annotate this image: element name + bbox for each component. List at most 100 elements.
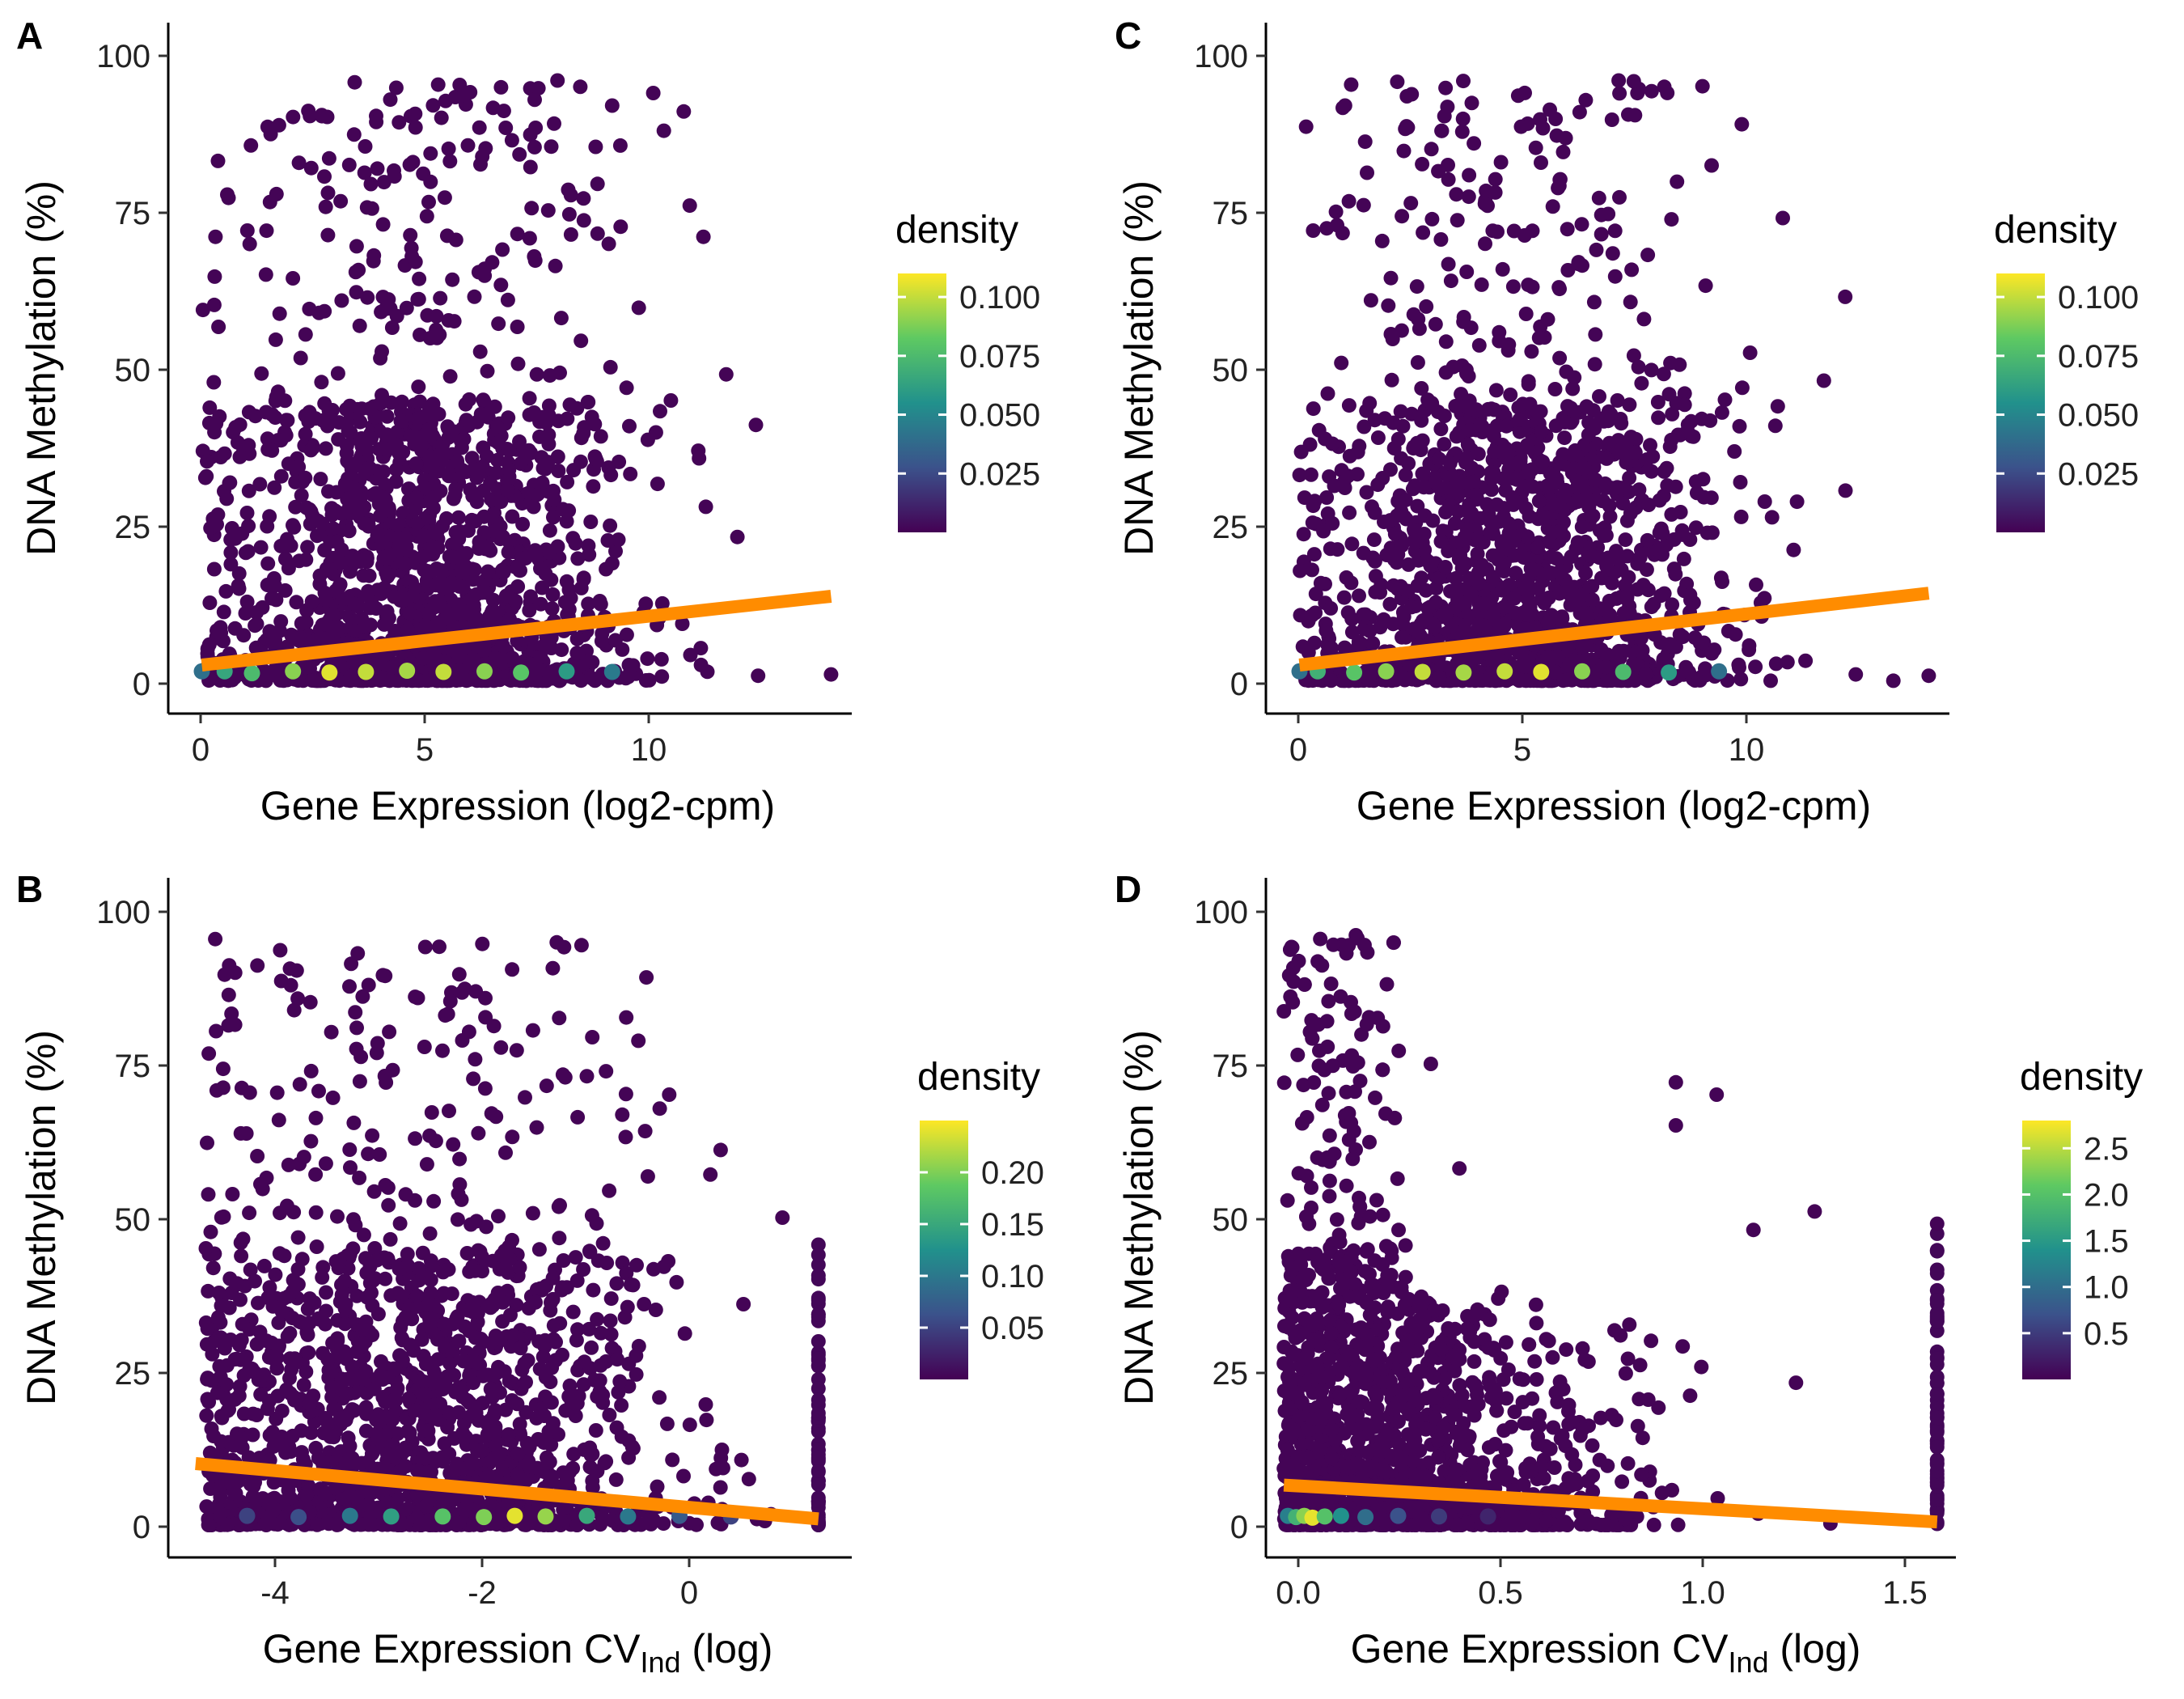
scatter-point (534, 450, 549, 465)
scatter-point (552, 1011, 567, 1026)
scatter-point (1509, 494, 1524, 510)
scatter-point (408, 489, 424, 505)
scatter-point (375, 534, 390, 549)
scatter-point (1585, 508, 1601, 523)
scatter-point (319, 1303, 334, 1319)
scatter-point (417, 481, 433, 496)
scatter-point (334, 1277, 349, 1292)
scatter-point (586, 1282, 601, 1298)
scatter-point (313, 472, 328, 487)
scatter-point (535, 460, 551, 476)
scatter-point (1530, 405, 1545, 420)
scatter-point (293, 350, 308, 366)
scatter-point (426, 1193, 442, 1209)
scatter-point (1656, 488, 1671, 503)
scatter-point (480, 363, 495, 379)
trend-layer (201, 590, 832, 672)
scatter-point (557, 595, 573, 610)
scatter-point (585, 655, 600, 670)
scatter-point (283, 538, 298, 553)
scatter-point (1396, 143, 1412, 159)
scatter-point (486, 1019, 502, 1034)
scatter-point (349, 1020, 364, 1036)
scatter-point (1403, 196, 1419, 211)
scatter-point (286, 109, 301, 125)
scatter-point (357, 516, 372, 532)
scatter-point (1334, 355, 1349, 371)
y-tick-label: 25 (115, 510, 151, 545)
scatter-point (652, 1390, 667, 1405)
scatter-point (1543, 549, 1559, 565)
scatter-point (583, 515, 599, 529)
legend-tick-label: 0.100 (959, 280, 1040, 316)
scatter-point (464, 451, 480, 466)
scatter-point (696, 229, 711, 244)
scatter-point (1498, 443, 1513, 459)
scatter-point (1535, 454, 1551, 469)
scatter-point (341, 1386, 357, 1401)
scatter-point (1607, 223, 1623, 239)
scatter-point (1619, 589, 1635, 604)
scatter-point (573, 79, 588, 95)
scatter-point (475, 1396, 490, 1411)
scatter-point (1357, 134, 1373, 150)
scatter-point (241, 483, 256, 498)
scatter-point (1574, 217, 1589, 232)
scatter-point (268, 332, 283, 347)
scatter-point (599, 561, 614, 577)
legend-tick-label: 0.100 (2058, 280, 2139, 316)
scatter-point (1624, 262, 1640, 278)
scatter-point (588, 451, 603, 467)
scatter-point (1486, 429, 1501, 443)
scatter-point (582, 1244, 598, 1260)
scatter-point (454, 1192, 469, 1207)
scatter-point (623, 1277, 638, 1292)
scatter-point (349, 239, 364, 254)
scatter-point (1399, 511, 1414, 527)
scatter-point (361, 583, 375, 599)
scatter-point (1323, 673, 1339, 688)
legend-tick-label: 0.050 (959, 398, 1040, 434)
scatter-point (415, 549, 430, 565)
scatter-point (1340, 605, 1356, 621)
scatter-point (543, 1375, 558, 1389)
scatter-point (212, 1358, 227, 1374)
scatter-point (500, 292, 515, 307)
scatter-point (392, 535, 408, 550)
scatter-point (563, 188, 578, 203)
scatter-point (433, 290, 448, 306)
scatter-point (1848, 667, 1864, 682)
scatter-point (640, 1169, 655, 1184)
scatter-point (303, 1063, 319, 1078)
scatter-point (1727, 444, 1742, 459)
scatter-point (568, 1409, 583, 1423)
scatter-point (530, 487, 545, 502)
scatter-point (467, 289, 482, 304)
scatter-point (1456, 624, 1471, 639)
scatter-point (243, 665, 260, 682)
scatter-point (1695, 78, 1710, 94)
scatter-point (654, 669, 670, 684)
scatter-point (560, 474, 575, 489)
scatter-point (512, 146, 527, 162)
scatter-point (423, 1356, 438, 1371)
scatter-point (639, 970, 654, 985)
scatter-point (608, 544, 623, 559)
scatter-point (367, 1271, 383, 1286)
scatter-point (533, 561, 548, 576)
scatter-point (522, 391, 537, 406)
scatter-point (495, 242, 510, 257)
scatter-point (619, 1010, 634, 1025)
scatter-point (625, 658, 641, 673)
scatter-point (1610, 480, 1625, 495)
scatter-point (382, 502, 396, 518)
scatter-point (593, 429, 608, 444)
scatter-point (1433, 422, 1449, 437)
scatter-point (1449, 187, 1464, 202)
scatter-point (1621, 570, 1636, 585)
scatter-point (1664, 432, 1679, 447)
scatter-point (713, 1480, 728, 1495)
scatter-point (223, 545, 239, 560)
scatter-point (599, 1256, 615, 1270)
